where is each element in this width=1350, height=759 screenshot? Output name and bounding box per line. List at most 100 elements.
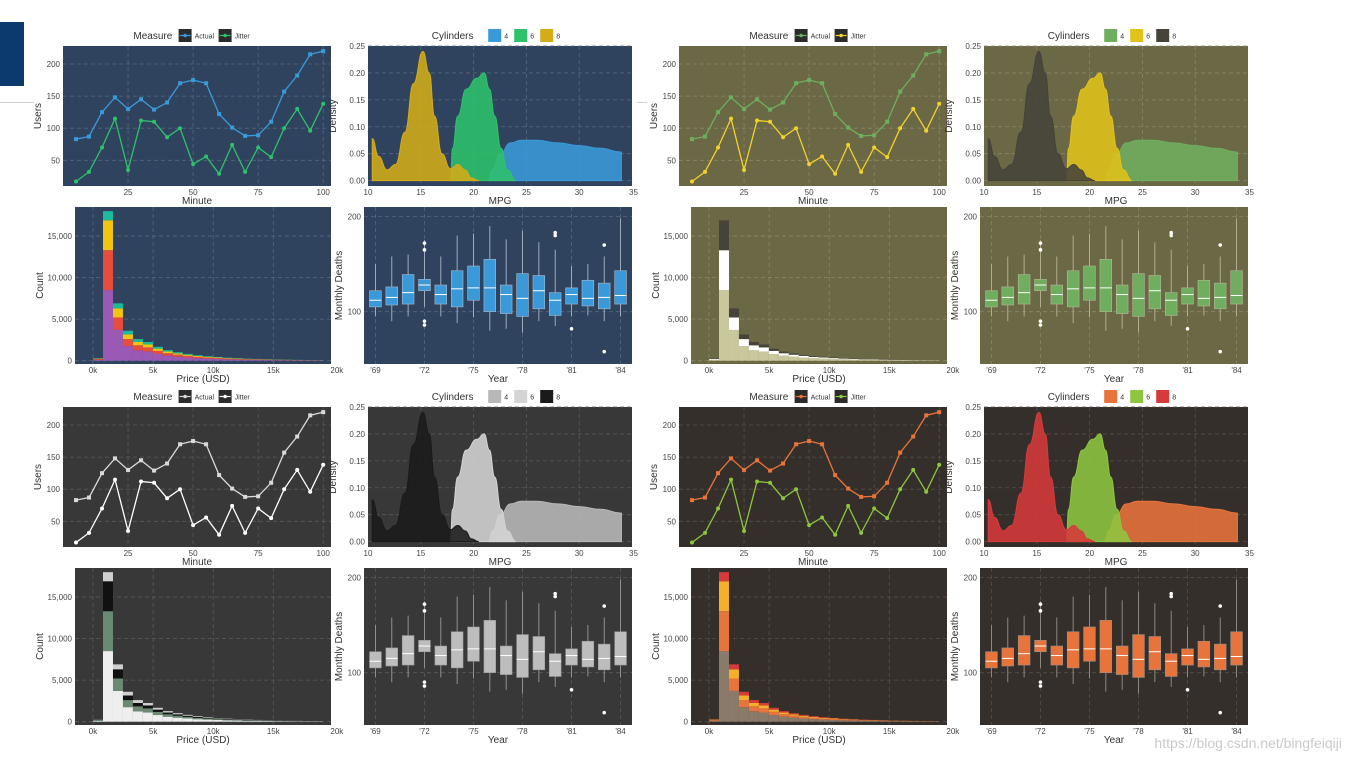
histogram-bar [192,356,203,359]
box-outlier [1185,687,1190,692]
histogram-bar [709,359,720,361]
histogram-bar [112,303,123,309]
data-point-jitter [308,128,313,133]
histogram-bar [93,720,104,722]
tick-label-y: 0.15 [965,96,981,105]
data-point-actual [191,78,196,83]
histogram-bar [848,359,859,361]
tick-label-y: 10,000 [48,635,73,644]
data-point-actual [204,442,209,447]
data-point-jitter [768,480,773,485]
data-point-actual [308,52,313,57]
tick-label-x: 20k [330,366,344,375]
histogram-bar [182,354,193,356]
tick-label-x: '72 [419,366,430,375]
histogram-bar [202,718,213,720]
data-point-actual [126,106,131,111]
histogram-bar [172,352,183,354]
histogram-bar [798,354,809,356]
legend-title: Cylinders [432,31,474,42]
data-point-jitter [872,145,877,150]
data-point-jitter [152,119,157,124]
tick-label-x: '81 [566,366,577,375]
histogram-bar [838,359,849,361]
data-point-actual [703,495,708,500]
box-outlier [1038,319,1043,323]
histogram-bar [728,329,739,361]
tick-label-x: 30 [575,188,584,197]
data-point-actual [755,97,760,102]
histogram-bar [778,714,789,717]
data-point-actual [230,486,235,491]
histogram-bar [132,711,143,722]
box-outlier [553,594,557,599]
density-area-cyl-8 [987,50,1095,182]
histogram-bar [848,719,859,721]
tick-label-y: 200 [663,421,677,430]
histogram-bar [93,359,104,360]
data-point-jitter [100,145,105,150]
data-point-jitter [742,528,747,533]
box-outlier [422,684,427,688]
box-outlier [569,687,574,692]
box-outlier [553,591,557,596]
tick-label-x: 15 [1032,188,1041,197]
data-point-actual [256,133,261,138]
histogram-bar [798,353,809,355]
tick-label-x: 25 [124,549,133,558]
tick-label-y: 50 [51,156,60,165]
axis-label-y: Density [944,99,955,132]
box-body [499,645,513,675]
histogram-bar [818,717,829,719]
data-point-jitter [781,496,786,501]
tick-label-y: 5,000 [668,315,689,324]
legend-key-point [839,33,843,38]
tick-label-x: 50 [805,549,814,558]
data-point-jitter [191,162,196,167]
histogram-bar [232,720,243,722]
tick-label-y: 0.05 [965,511,981,520]
box-body [565,648,578,666]
box-body [1099,259,1113,312]
tick-label-x: 50 [189,188,198,197]
box-body [614,270,627,305]
histogram-bar [758,351,769,361]
tick-label-x: 10 [980,549,989,558]
series-line-jitter [75,103,324,183]
histogram-bar [172,356,183,361]
histogram-bar [132,339,143,342]
histogram-bar [798,718,809,722]
series-line-actual [75,50,324,140]
data-point-jitter [165,135,170,140]
box-body [1148,275,1162,310]
tick-label-x: 15 [1032,549,1041,558]
data-point-jitter [833,532,838,537]
data-point-jitter [755,118,760,123]
data-point-actual [191,439,196,444]
tick-label-x: 20k [946,727,960,736]
data-point-jitter [243,169,248,174]
histogram-bar [878,360,889,361]
histogram-bar [768,707,779,710]
axis-label-x: Minute [182,196,212,207]
histogram-bar [212,357,223,359]
histogram-bar [798,716,809,719]
data-point-actual [872,494,877,499]
box-outlier [1169,594,1173,599]
tick-label-y: 200 [47,421,61,430]
tick-label-x: 10 [364,188,373,197]
histogram-bar [152,354,163,361]
data-point-jitter [230,503,235,508]
histogram-bar [182,357,193,361]
legend-key [540,390,554,403]
histogram-bar [242,359,253,361]
data-point-actual [924,52,929,57]
histogram-bar [162,351,173,354]
histogram-bar [172,714,183,716]
histogram-bar [808,716,819,717]
data-point-actual [898,450,903,455]
data-point-actual [178,442,183,447]
data-point-jitter [139,118,144,123]
histogram-bar [758,347,769,352]
tick-label-y: 100 [964,669,978,678]
